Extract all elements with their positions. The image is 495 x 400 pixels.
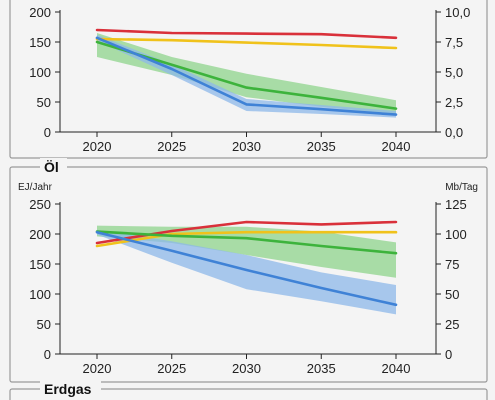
y-axis-unit-right: Mb/Tag — [445, 182, 478, 193]
y-tick-label-right: 75 — [445, 257, 459, 272]
y-tick-label-right: 125 — [445, 197, 467, 212]
y-tick-label-left: 100 — [29, 287, 51, 302]
y-tick-label-left: 0 — [44, 347, 51, 362]
y-tick-label-right: 7,5 — [445, 35, 463, 50]
x-tick-label: 2040 — [382, 139, 411, 154]
series-line-yellow — [95, 230, 398, 248]
x-tick-label: 2020 — [83, 139, 112, 154]
series-line-red — [95, 28, 398, 40]
y-tick-label-left: 150 — [29, 257, 51, 272]
series-band-blue — [97, 34, 396, 118]
x-tick-label: 2030 — [232, 139, 261, 154]
series-line-blue — [95, 230, 398, 307]
y-tick-label-right: 50 — [445, 287, 459, 302]
y-tick-label-right: 2,5 — [445, 95, 463, 110]
panel-frame — [9, 388, 488, 400]
chart-panel-1: Öl EJ/Jahr Mb/Tag 0 50 100 150 200 250 0 25 50 75 100… — [9, 158, 488, 383]
panel-title-bg — [40, 158, 67, 174]
x-tick-label: 2035 — [307, 361, 336, 376]
x-tick-label: 2025 — [157, 139, 186, 154]
panel-title: Erdgas — [44, 381, 92, 397]
series-line-yellow — [95, 37, 398, 50]
series-band-green — [97, 33, 396, 114]
chart-panel-2: Erdgas — [9, 380, 488, 400]
x-tick-label: 2020 — [83, 361, 112, 376]
y-tick-label-left: 200 — [29, 5, 51, 20]
y-tick-label-left: 200 — [29, 227, 51, 242]
y-tick-label-left: 100 — [29, 65, 51, 80]
y-tick-label-right: 0,0 — [445, 125, 463, 140]
panel-title: Öl — [44, 159, 59, 175]
y-tick-label-left: 250 — [29, 197, 51, 212]
y-tick-label-right: 10,0 — [445, 5, 470, 20]
y-tick-label-left: 150 — [29, 35, 51, 50]
series-line-blue — [95, 36, 398, 116]
panel-title-bg — [40, 380, 101, 396]
x-tick-label: 2025 — [157, 361, 186, 376]
x-tick-label: 2040 — [382, 361, 411, 376]
y-tick-label-right: 0 — [445, 347, 452, 362]
y-tick-label-right: 5,0 — [445, 65, 463, 80]
series-line-green — [95, 230, 398, 255]
series-band-green — [97, 225, 396, 278]
y-axis-unit-left: EJ/Jahr — [18, 182, 53, 193]
x-tick-label: 2035 — [307, 139, 336, 154]
y-tick-label-right: 100 — [445, 227, 467, 242]
x-tick-label: 2030 — [232, 361, 261, 376]
y-tick-label-right: 25 — [445, 317, 459, 332]
y-tick-label-left: 0 — [44, 125, 51, 140]
y-tick-label-left: 50 — [37, 317, 51, 332]
chart-panel-0: 0 50 100 150 200 0,0 2,5 5,0 7,5 10,0 2020 2025 2030… — [9, 0, 488, 159]
y-tick-label-left: 50 — [37, 95, 51, 110]
